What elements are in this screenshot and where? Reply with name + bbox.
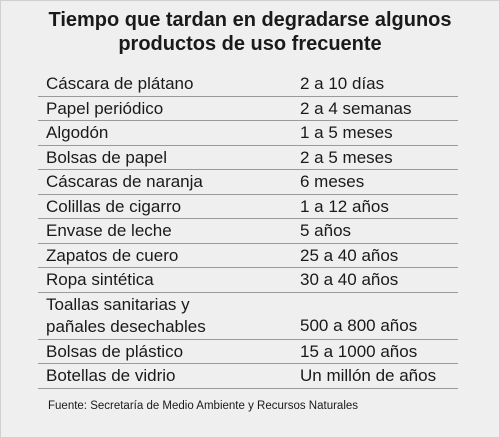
table-row: Papel periódico 2 a 4 semanas <box>38 97 458 121</box>
product-cell: Bolsas de papel <box>46 147 167 167</box>
product-cell: Botellas de vidrio <box>46 366 176 385</box>
source-note: Fuente: Secretaría de Medio Ambiente y R… <box>48 400 359 412</box>
table-row: Ropa sintética 30 a 40 años <box>38 268 458 293</box>
time-cell: 1 a 12 años <box>300 196 389 216</box>
table-row: Bolsas de papel 2 a 5 meses <box>38 146 458 170</box>
table-row: Envase de leche 5 años <box>38 219 458 244</box>
product-cell: Cáscaras de naranja <box>46 172 203 191</box>
time-cell: 15 a 1000 años <box>300 341 418 361</box>
table-row: Toallas sanitarias y pañales desechables… <box>38 293 458 340</box>
product-cell: Zapatos de cuero <box>46 245 179 265</box>
time-cell: 500 a 800 años <box>300 315 418 335</box>
table-row: Colillas de cigarro 1 a 12 años <box>38 195 458 219</box>
time-cell: Un millón de años <box>300 366 437 385</box>
title-line-1: Tiempo que tardan en degradarse algunos <box>48 9 452 31</box>
table-row: Cáscara de plátano 2 a 10 días <box>38 72 458 97</box>
table-row: Botellas de vidrio Un millón de años <box>38 364 458 389</box>
time-cell: 2 a 4 semanas <box>300 98 412 118</box>
time-cell: 25 a 40 años <box>300 245 399 265</box>
product-cell: Ropa sintética <box>46 270 154 289</box>
time-cell: 30 a 40 años <box>300 270 399 289</box>
degradation-table: Cáscara de plátano 2 a 10 días Papel per… <box>38 72 458 389</box>
time-cell: 2 a 5 meses <box>300 147 393 167</box>
time-cell: 1 a 5 meses <box>300 123 393 142</box>
product-cell: Papel periódico <box>46 98 164 118</box>
title-line-2: productos de uso frecuente <box>118 33 382 55</box>
product-cell: Envase de leche <box>46 221 172 240</box>
product-cell: Cáscara de plátano <box>46 74 194 93</box>
product-cell: Colillas de cigarro <box>46 196 182 216</box>
table-row: Bolsas de plástico 15 a 1000 años <box>38 340 458 364</box>
table-row: Cáscaras de naranja 6 meses <box>38 170 458 195</box>
table-row: Algodón 1 a 5 meses <box>38 121 458 146</box>
time-cell: 5 años <box>300 221 352 240</box>
time-cell: 6 meses <box>300 172 365 191</box>
time-cell: 2 a 10 días <box>300 74 385 93</box>
table-row: Zapatos de cuero 25 a 40 años <box>38 244 458 268</box>
product-cell: Algodón <box>46 123 109 142</box>
product-cell: Bolsas de plástico <box>46 341 184 361</box>
page-title: Tiempo que tardan en degradarse algunos … <box>0 8 500 56</box>
product-cell: Toallas sanitarias y pañales desechables <box>46 294 206 336</box>
